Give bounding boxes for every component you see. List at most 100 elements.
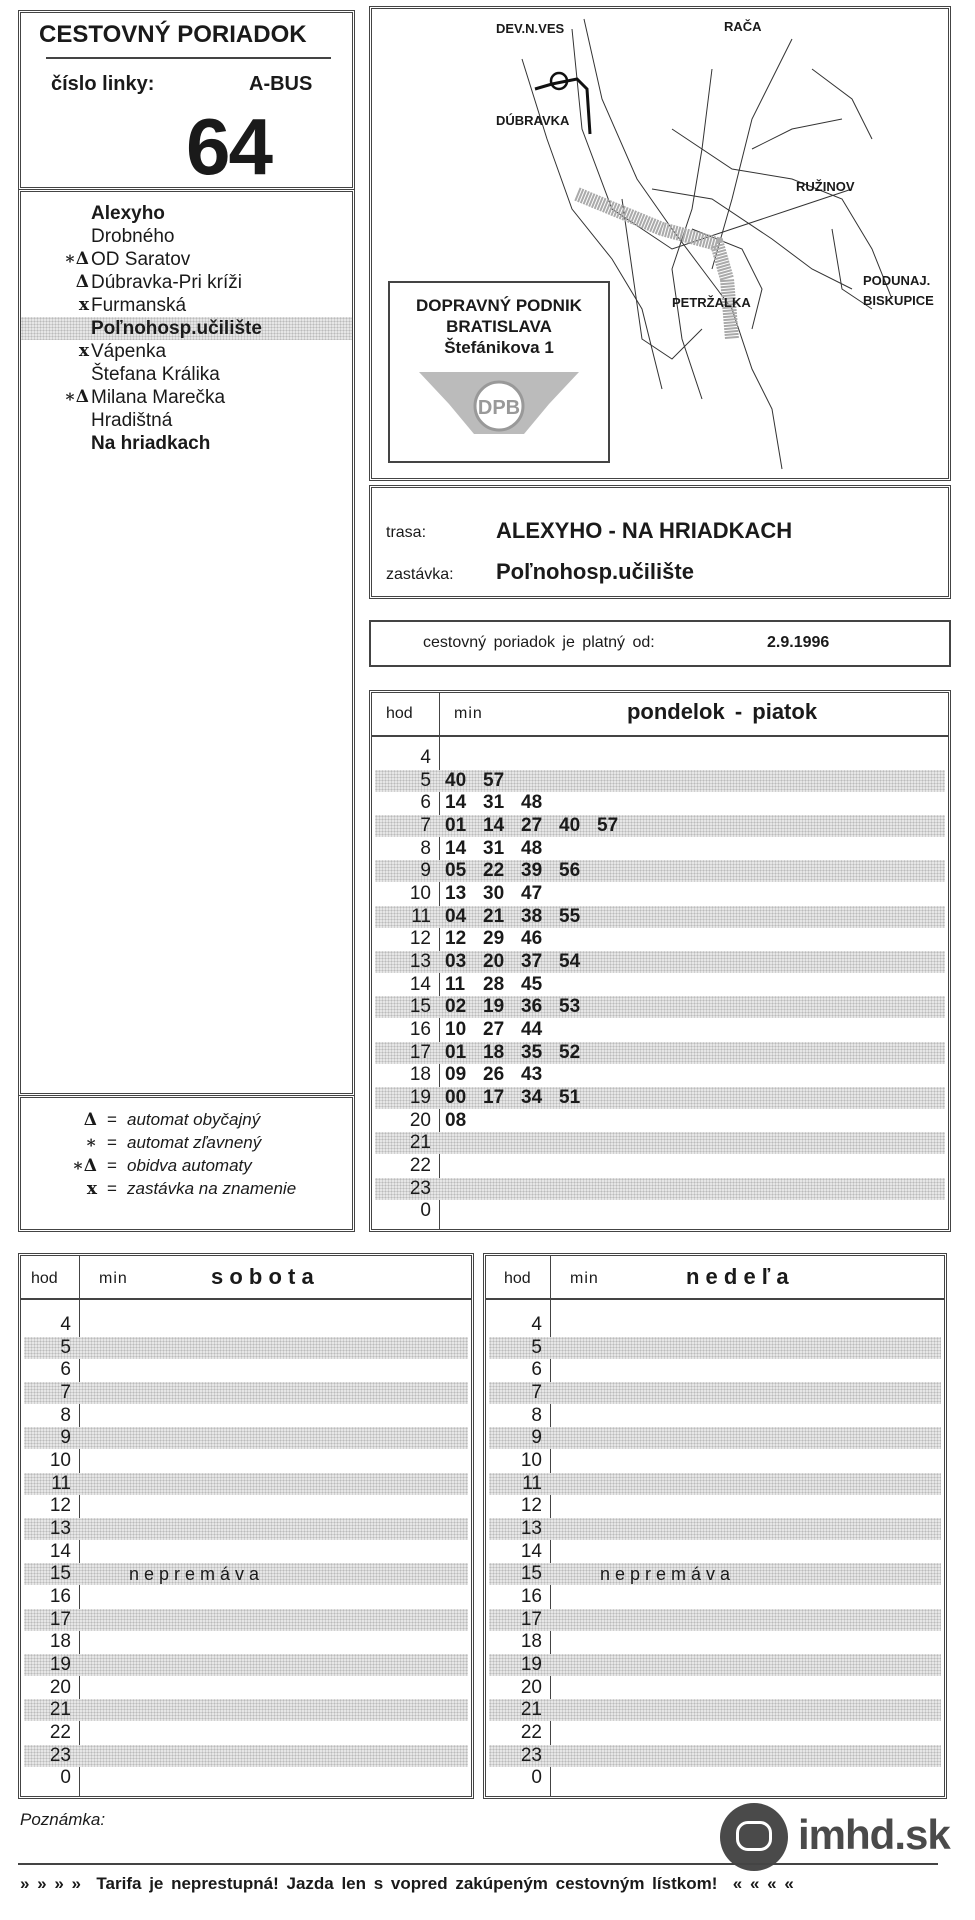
stop-name: Drobného — [91, 226, 175, 247]
stop-name: Furmanská — [91, 295, 187, 316]
stop-item: Alexyho — [21, 202, 352, 225]
minutes-list: 14 31 48 — [445, 838, 559, 860]
minute-value: 02 — [445, 996, 467, 1018]
note-label: Poznámka: — [20, 1810, 106, 1829]
hour-row: 5 — [24, 1336, 468, 1359]
sunday-timetable: hod min n e d e ľ a 4 5 6 7 8 9 10 11 12 13 14 15 n … — [483, 1253, 947, 1799]
saturday-timetable: hod min s o b o t a 4 5 6 7 8 9 10 11 12 13 14 15 n … — [18, 1253, 474, 1799]
imhd-brand: imhd.sk — [798, 1811, 951, 1858]
minutes-list: 05 22 39 56 — [445, 860, 597, 882]
hour-row: 14 — [24, 1541, 468, 1563]
hour-label: 9 — [531, 1427, 542, 1449]
hour-label: 14 — [409, 973, 431, 995]
hour-label: 20 — [409, 1109, 431, 1131]
stop-label: zastávka: — [386, 566, 454, 583]
hour-label: 6 — [531, 1359, 542, 1381]
hour-row: 20 — [24, 1677, 468, 1699]
stop-item: x Vápenka — [21, 340, 352, 363]
map-lines — [521, 18, 893, 470]
hour-label: 23 — [409, 1177, 431, 1199]
hour-row: 8 14 31 48 — [375, 838, 945, 860]
hour-row: 12 — [24, 1495, 468, 1517]
hour-row: 18 — [24, 1631, 468, 1653]
hour-label: 9 — [60, 1427, 71, 1449]
minute-value: 40 — [445, 769, 467, 791]
stop-symbol: Δ — [75, 272, 89, 292]
minute-value: 36 — [521, 996, 543, 1018]
stop-symbol: x — [78, 295, 89, 315]
hour-label: 19 — [49, 1654, 71, 1676]
hour-label: 0 — [420, 1200, 431, 1222]
legend-item: ∗ = automat zľavnený — [39, 1131, 261, 1155]
minutes-list: 12 29 46 — [445, 928, 559, 950]
minute-value: 14 — [445, 837, 467, 859]
hour-row: 16 — [489, 1586, 941, 1608]
stop-name: Štefana Králika — [91, 364, 220, 385]
hour-row: 19 — [489, 1654, 941, 1677]
hour-label: 4 — [531, 1314, 542, 1335]
legend-item: x = zastávka na znamenie — [39, 1177, 296, 1201]
map-label: DÚBRAVKA — [496, 113, 570, 128]
minute-value: 57 — [483, 769, 505, 791]
legend-text: automat zľavnený — [127, 1133, 262, 1152]
stop-item: Štefana Králika — [21, 363, 352, 386]
hour-row: 10 — [24, 1450, 468, 1472]
line-header-box: CESTOVNÝ PORIADOK číslo linky: A-BUS 64 — [18, 10, 355, 191]
hour-label: 5 — [531, 1336, 542, 1358]
minute-value: 45 — [521, 973, 543, 995]
stops-list: Alexyho Drobného ∗Δ OD Saratov Δ Dúbravka-Pri… — [18, 189, 355, 1096]
legend-box: Δ = automat obyčajný ∗ = automat zľavnený ∗Δ = o… — [18, 1095, 355, 1232]
stop-name: Na hriadkach — [91, 433, 211, 454]
hour-row: 16 — [24, 1586, 468, 1608]
title-divider — [46, 57, 331, 59]
minutes-list: 03 20 37 54 — [445, 951, 597, 973]
minute-value: 47 — [521, 883, 543, 905]
hour-label: 8 — [531, 1404, 542, 1426]
sunday-title: n e d e ľ a — [686, 1264, 789, 1289]
hour-row: 0 — [375, 1200, 945, 1222]
hour-row: 4 — [489, 1314, 941, 1336]
weekday-title: pondelok - piatok — [626, 699, 818, 724]
legend-equals: = — [107, 1179, 117, 1198]
minute-value: 39 — [521, 860, 543, 882]
hour-label: 0 — [60, 1767, 71, 1789]
line-type: A-BUS — [249, 73, 313, 95]
imhd-pin-icon — [720, 1803, 788, 1871]
stop-name: Alexyho — [91, 203, 165, 224]
minutes-list: 13 30 47 — [445, 883, 559, 905]
hour-label: 4 — [60, 1314, 71, 1335]
hour-label: 21 — [409, 1132, 431, 1154]
minute-value: 31 — [483, 837, 505, 859]
stop-symbol: ∗Δ — [64, 387, 89, 407]
minutes-list: 14 31 48 — [445, 792, 559, 814]
hour-row: 9 — [489, 1427, 941, 1450]
minutes-list: 01 18 35 52 — [445, 1042, 597, 1064]
minute-value: 20 — [483, 951, 505, 973]
minutes-list: 08 — [445, 1110, 483, 1132]
line-label: číslo linky: — [51, 73, 155, 95]
hour-label: 8 — [60, 1404, 71, 1426]
minute-value: 04 — [445, 905, 467, 927]
hour-label: 18 — [409, 1064, 431, 1086]
minute-value: 54 — [559, 951, 581, 973]
current-stop: Poľnohosp.učilište — [21, 317, 352, 340]
hour-row: 15 02 19 36 53 — [375, 996, 945, 1019]
minute-value: 05 — [445, 860, 467, 882]
minutes-list: 04 21 38 55 — [445, 906, 597, 928]
map-label: PETRŽALKA — [672, 295, 751, 310]
route-name: ALEXYHO - NA HRIADKACH — [496, 518, 793, 543]
map-label: RUŽINOV — [796, 179, 855, 194]
stop-item: ∗Δ OD Saratov — [21, 248, 352, 271]
hour-row: 22 — [489, 1722, 941, 1744]
legend-item: ∗Δ = obidva automaty — [39, 1154, 252, 1178]
saturday-title: s o b o t a — [211, 1264, 314, 1289]
hour-label: 13 — [409, 951, 431, 973]
hour-row: 21 — [24, 1699, 468, 1722]
hod-header: hod — [504, 1270, 531, 1287]
minute-value: 26 — [483, 1064, 505, 1086]
minute-value: 29 — [483, 928, 505, 950]
company-box: DOPRAVNÝ PODNIK BRATISLAVA Štefánikova 1… — [388, 281, 610, 463]
hour-label: 12 — [409, 928, 431, 950]
imhd-logo: imhd.sk — [720, 1803, 951, 1873]
hour-row: 19 — [24, 1654, 468, 1677]
